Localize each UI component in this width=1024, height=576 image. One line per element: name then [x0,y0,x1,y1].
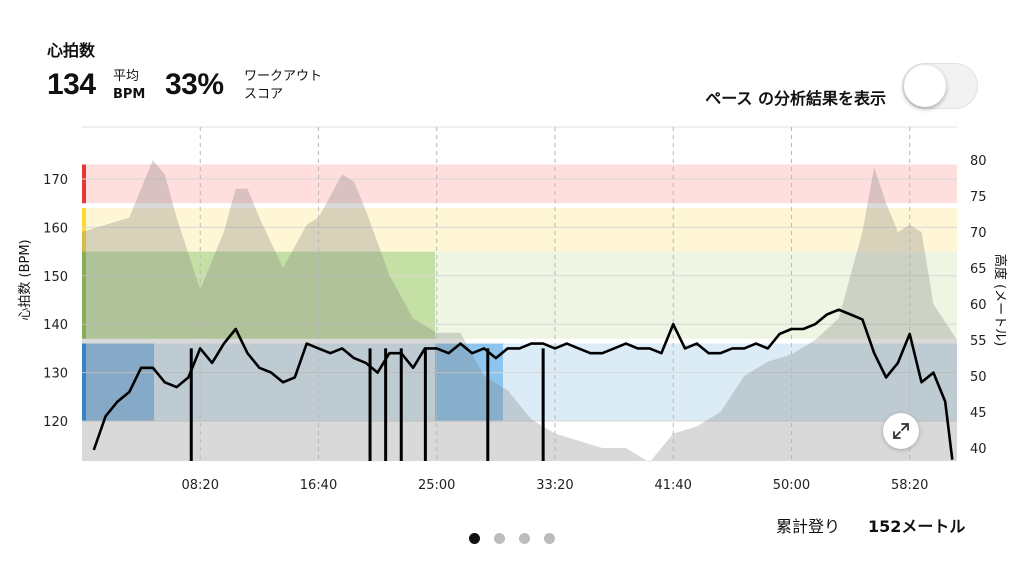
avg-label: 平均 BPM [113,68,145,104]
total-climb-label: 累計登り [776,517,841,536]
score-label: ワークアウト スコア [244,68,322,104]
elevation-area [82,160,957,463]
heart-rate-line [92,308,954,460]
right-tick-label: 60 [970,298,987,313]
workout-score-value: 33% [165,68,224,101]
left-tick-label: 170 [43,173,68,188]
page-indicator [469,533,555,544]
pace-analysis-label: ペース の分析結果を表示 [705,89,886,108]
page-dot[interactable] [469,533,480,544]
page-dot[interactable] [544,533,555,544]
right-tick-label: 50 [970,370,987,385]
x-tick-label: 33:20 [536,478,573,493]
x-tick-label: 25:00 [418,478,455,493]
avg-label-top: 平均 [113,69,140,84]
page-dot[interactable] [519,533,530,544]
x-tick-label: 16:40 [300,478,337,493]
right-tick-label: 75 [970,190,987,205]
x-tick-label: 50:00 [773,478,810,493]
total-climb-value: 152メートル [868,517,966,536]
x-tick-label: 41:40 [654,478,691,493]
zone-band-yellow [82,208,957,252]
zone-marker-yellow [82,208,86,252]
score-label-top: ワークアウト [244,69,323,84]
left-tick-label: 140 [43,318,68,333]
heart-rate-title: 心拍数 [47,41,96,60]
page-dot[interactable] [494,533,505,544]
right-tick-label: 70 [970,226,987,241]
zone-marker-red [82,164,86,204]
expand-button[interactable] [883,413,919,449]
left-tick-label: 160 [43,221,68,236]
zone-marker-green [82,251,86,339]
avg-label-bottom: BPM [113,87,146,102]
score-label-bottom: スコア [244,87,284,102]
right-tick-label: 65 [970,262,987,277]
x-tick-label: 08:20 [182,478,219,493]
right-axis-label: 高度 (メートル) [992,253,1007,347]
zone-highlight-blue [86,343,154,421]
right-tick-label: 80 [970,154,987,169]
left-axis-label: 心拍数 (BPM) [18,239,33,321]
zone-band-red [82,164,957,204]
zone-highlight-blue [435,343,503,421]
x-tick-label: 58:20 [891,478,928,493]
zone-band-blue [82,343,957,421]
left-tick-label: 130 [43,367,68,382]
right-tick-label: 40 [970,442,987,457]
avg-bpm-value: 134 [47,68,96,101]
right-tick-label: 45 [970,406,987,421]
expand-icon [893,423,909,439]
left-tick-label: 150 [43,270,68,285]
right-tick-label: 55 [970,334,987,349]
pace-analysis-toggle[interactable] [902,63,978,109]
left-tick-label: 120 [43,415,68,430]
toggle-knob [904,65,946,107]
zone-marker-blue [82,343,86,421]
